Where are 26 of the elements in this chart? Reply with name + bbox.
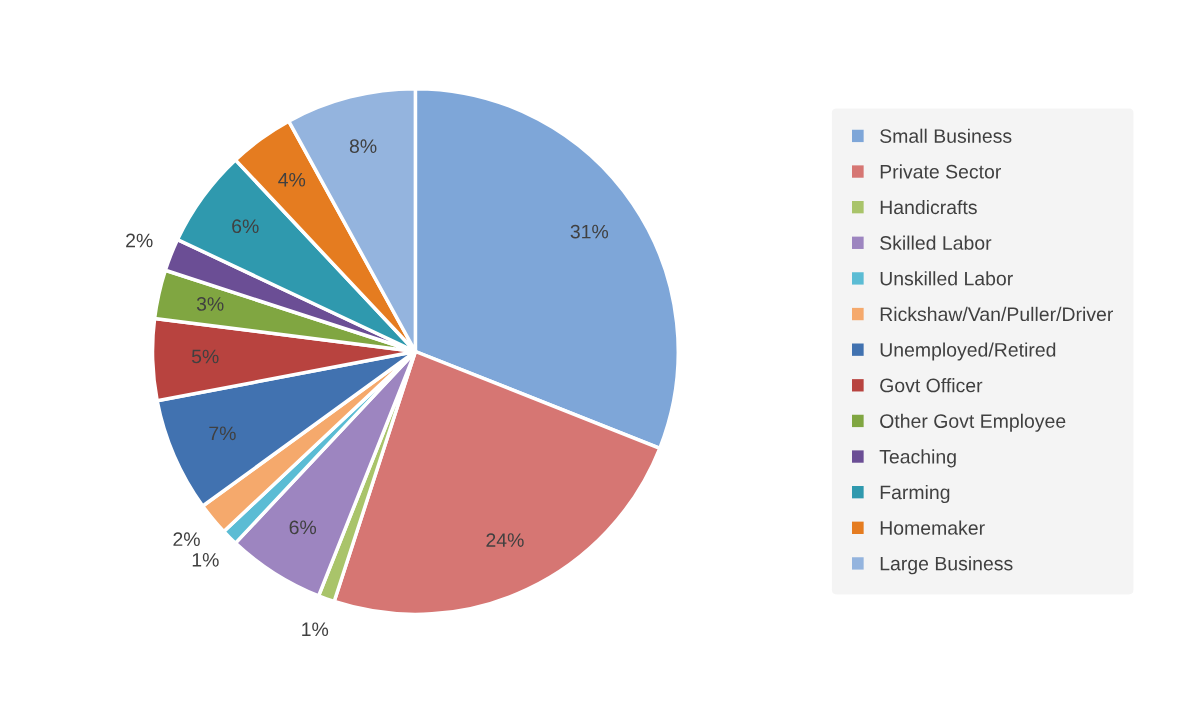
legend-label: Unemployed/Retired (880, 342, 1056, 361)
legend-label: Other Govt Employee (880, 413, 1066, 432)
data-label: 24% (486, 533, 524, 547)
data-label: 6% (232, 219, 259, 234)
data-label: 4% (278, 172, 306, 187)
data-label: 1% (192, 553, 219, 567)
data-label: 31% (570, 224, 609, 239)
legend-label: Large Business (880, 556, 1013, 575)
legend-label: Teaching (879, 449, 956, 468)
legend-label: Handicrafts (880, 199, 977, 215)
data-label: 7% (209, 426, 236, 441)
legend-label: Farming (880, 484, 950, 504)
legend-label: Unskilled Labor (880, 271, 1013, 286)
data-label: 6% (289, 520, 317, 535)
data-label: 3% (196, 297, 224, 311)
data-label: 1% (302, 622, 329, 637)
data-label: 8% (349, 139, 377, 154)
legend-label: Private Sector (880, 164, 1001, 179)
legend-label: Small Business (880, 128, 1012, 143)
legend-label: Rickshaw/Van/Puller/Driver (880, 306, 1114, 322)
data-label: 2% (173, 532, 200, 546)
data-label: 2% (126, 233, 153, 248)
data-label: 5% (191, 349, 219, 364)
legend-label: Govt Officer (880, 378, 983, 393)
legend-label: Homemaker (880, 520, 985, 535)
legend-label: Skilled Labor (880, 235, 992, 250)
